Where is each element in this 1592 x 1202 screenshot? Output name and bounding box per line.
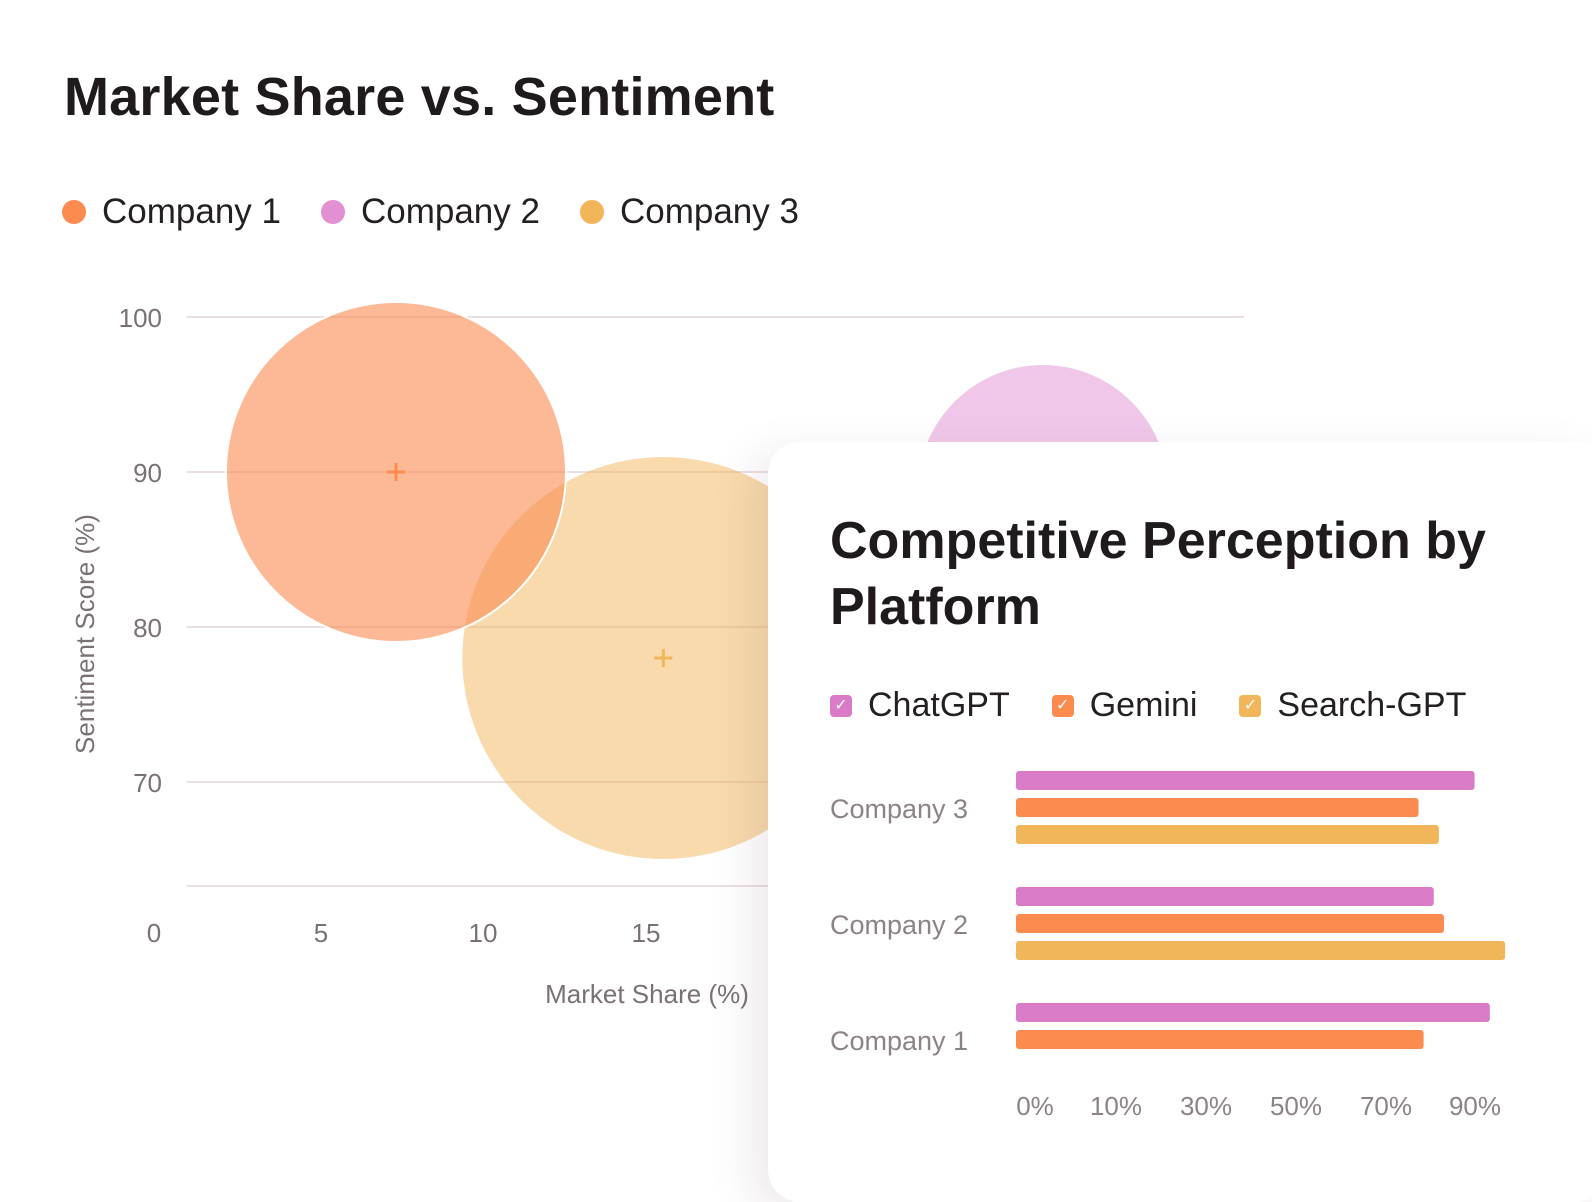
bar-chart-card: Competitive Perception by Platform ✓ Cha…	[768, 442, 1592, 1202]
bar-gemini	[1016, 914, 1444, 933]
legend-label: Gemini	[1089, 686, 1198, 724]
bar-chatgpt	[1016, 771, 1475, 790]
bubble-company-3	[462, 457, 865, 859]
checkbox-icon[interactable]: ✓	[1239, 694, 1262, 717]
legend-label: ChatGPT	[868, 686, 1010, 724]
x-axis-label: Market Share (%)	[545, 979, 749, 1009]
legend-item-company-1[interactable]: Company 1	[62, 192, 281, 232]
x-tick-label: 30%	[1180, 1091, 1232, 1121]
legend-label: Search-GPT	[1277, 686, 1467, 724]
x-tick-label: 10%	[1090, 1091, 1142, 1121]
legend-item-chatgpt[interactable]: ✓ ChatGPT	[830, 686, 1010, 725]
bar-search-gpt	[1016, 825, 1439, 844]
x-tick-label: 90%	[1449, 1091, 1501, 1121]
legend-item-search-gpt[interactable]: ✓ Search-GPT	[1239, 686, 1466, 725]
x-tick-label: 50%	[1270, 1091, 1322, 1121]
legend-dot-icon	[62, 200, 86, 224]
checkbox-icon[interactable]: ✓	[830, 694, 852, 717]
category-label: Company 2	[830, 910, 968, 940]
bubble-center-marker	[386, 463, 405, 481]
y-tick-label: 80	[133, 613, 162, 643]
bar-search-gpt	[1016, 941, 1506, 960]
x-tick-label: 10	[469, 918, 498, 948]
category-label: Company 1	[830, 1026, 968, 1056]
y-tick-label: 90	[133, 458, 162, 488]
legend-item-company-2[interactable]: Company 2	[320, 192, 540, 232]
legend-item-gemini[interactable]: ✓ Gemini	[1051, 686, 1198, 725]
y-tick-label: 100	[119, 303, 162, 333]
bar-chart-plot: Company 3 Company 2 Company 1 0% 10% 30% 50% 70…	[830, 771, 1506, 1121]
x-tick-label: 5	[314, 918, 328, 948]
legend-dot-icon	[320, 200, 345, 224]
panel-title: Competitive Perception by Platform	[830, 512, 1486, 636]
legend-label: Company 3	[619, 192, 799, 231]
x-tick-label: 70%	[1360, 1091, 1412, 1121]
legend-dot-icon	[579, 200, 604, 224]
legend-label: Company 1	[102, 192, 281, 231]
x-tick-label: 0%	[1016, 1091, 1054, 1121]
y-tick-label: 70	[133, 768, 162, 798]
y-axis-label: Sentiment Score (%)	[70, 514, 100, 754]
category-label: Company 3	[830, 794, 968, 824]
bar-legend: ✓ ChatGPT ✓ Gemini ✓ Search-GPT	[830, 686, 1466, 725]
bar-chatgpt	[1016, 1003, 1490, 1022]
bubble-center-marker	[654, 649, 673, 667]
bubble-company-1	[224, 301, 567, 643]
x-tick-label: 15	[632, 918, 661, 948]
x-tick-label: 0	[147, 918, 161, 948]
bubble-legend: Company 1 Company 2 Company 3	[62, 192, 799, 232]
bar-gemini	[1016, 798, 1419, 817]
checkbox-icon[interactable]: ✓	[1051, 694, 1074, 717]
legend-item-company-3[interactable]: Company 3	[579, 192, 799, 232]
bar-gemini	[1016, 1030, 1424, 1049]
bar-chatgpt	[1016, 887, 1434, 906]
legend-label: Company 2	[360, 192, 540, 231]
chart-title: Market Share vs. Sentiment	[64, 67, 775, 127]
